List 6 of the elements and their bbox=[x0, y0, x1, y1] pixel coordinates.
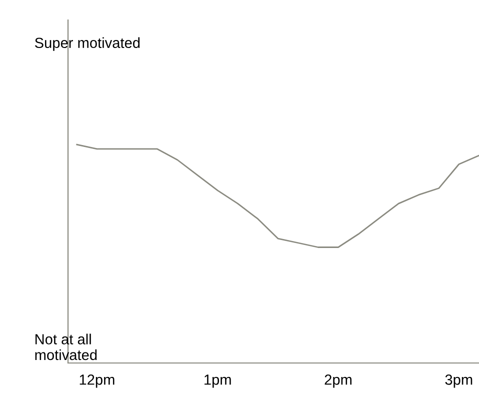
x-tick-label: 2pm bbox=[324, 374, 352, 388]
annotation: Not at all motivated bbox=[35, 334, 97, 360]
x-tick-label: 3pm bbox=[445, 374, 472, 388]
x-tick-label: 1pm bbox=[204, 374, 231, 388]
x-tick-label: 12pm bbox=[80, 374, 114, 388]
text: Super motivated bbox=[34, 37, 140, 51]
